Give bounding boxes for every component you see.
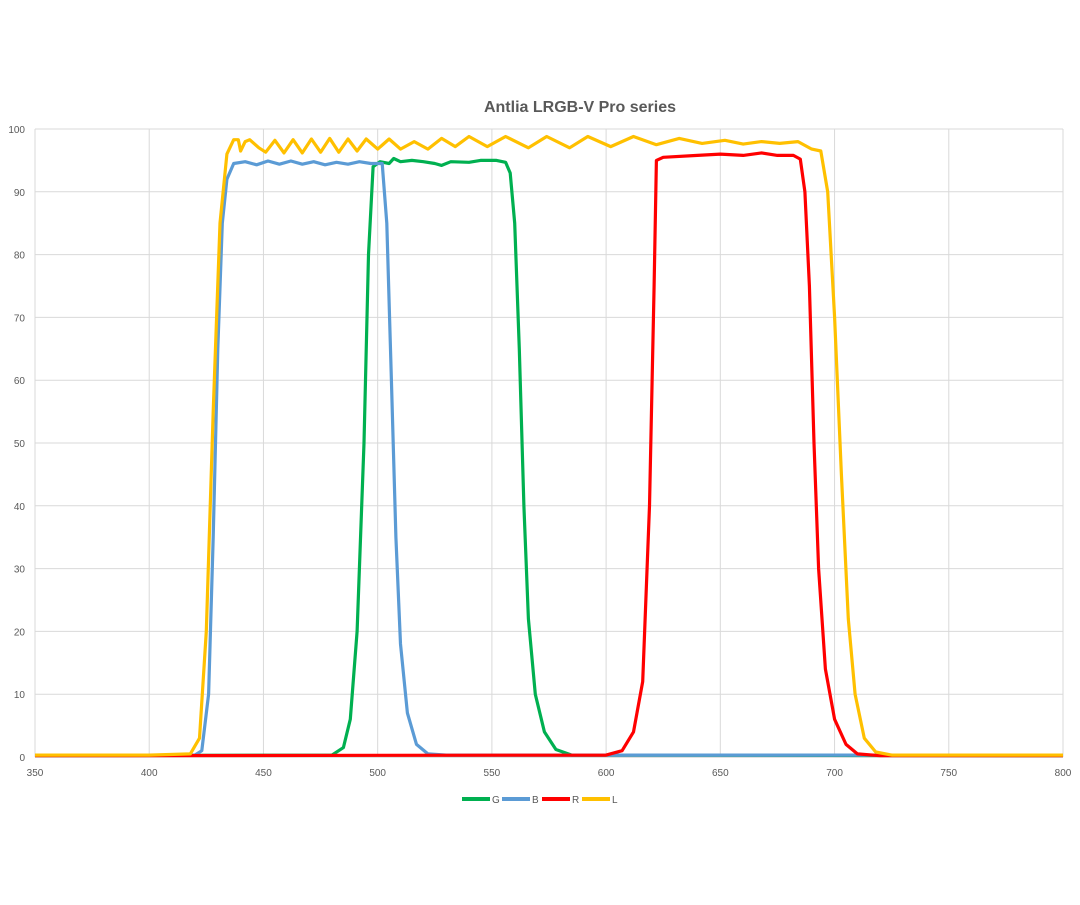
x-tick-label: 450 — [255, 768, 272, 779]
y-tick-label: 0 — [19, 753, 25, 764]
gridlines — [34, 128, 1064, 758]
y-tick-label: 50 — [14, 439, 26, 450]
legend-label: G — [492, 795, 500, 806]
y-tick-label: 10 — [14, 690, 26, 701]
y-tick-label: 30 — [14, 565, 26, 576]
x-tick-label: 650 — [712, 768, 729, 779]
series-lines — [34, 134, 1064, 758]
x-tick-label: 500 — [369, 768, 386, 779]
legend-label: R — [572, 795, 579, 806]
y-tick-label: 80 — [14, 251, 26, 262]
y-tick-label: 100 — [8, 125, 25, 136]
x-tick-label: 600 — [598, 768, 615, 779]
y-tick-label: 70 — [14, 313, 26, 324]
legend-label: B — [532, 795, 539, 806]
x-tick-label: 700 — [826, 768, 843, 779]
chart-title: Antlia LRGB-V Pro series — [484, 99, 676, 116]
y-tick-label: 40 — [14, 502, 26, 513]
x-axis-tick-labels: 350 400 450 500 550 600 650 700 750 800 — [27, 768, 1072, 779]
y-axis-tick-labels: 0 10 20 30 40 50 60 70 80 90 100 — [8, 125, 25, 764]
x-tick-label: 800 — [1055, 768, 1072, 779]
x-tick-label: 400 — [141, 768, 158, 779]
x-tick-label: 750 — [940, 768, 957, 779]
y-tick-label: 20 — [14, 627, 26, 638]
series-line-L — [35, 134, 1063, 757]
legend-label: L — [612, 795, 618, 806]
x-tick-label: 350 — [27, 768, 44, 779]
series-line-B — [35, 159, 1063, 757]
y-tick-label: 60 — [14, 376, 26, 387]
series-line-G — [34, 156, 1064, 758]
y-tick-label: 90 — [14, 188, 26, 199]
series-line-R — [34, 151, 1063, 758]
x-tick-label: 550 — [484, 768, 501, 779]
